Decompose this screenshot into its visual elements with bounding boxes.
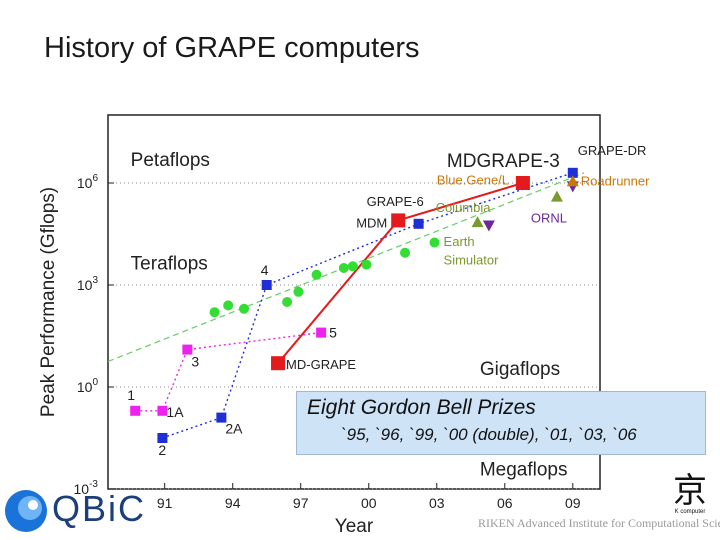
- qbic-logo-text: QBiC: [52, 488, 147, 529]
- data-point: [311, 269, 322, 280]
- data-point: [413, 218, 424, 229]
- data-point: [347, 261, 358, 272]
- point-label: GRAPE-6: [367, 194, 424, 209]
- data-point: [216, 412, 227, 423]
- region-label: Gigaflops: [480, 359, 560, 380]
- point-label: 4: [261, 262, 269, 278]
- point-label: 2: [158, 442, 166, 458]
- data-point: [261, 280, 272, 290]
- data-point: [471, 216, 484, 228]
- annotation-label: Simulator: [444, 253, 500, 268]
- prize-years: `95, `96, `99, `00 (double), `01, `03, `…: [341, 425, 637, 444]
- point-label: 3: [191, 354, 199, 370]
- data-point: [157, 405, 168, 416]
- x-tick-label: 09: [565, 495, 581, 511]
- data-point: [338, 263, 349, 273]
- data-point: [566, 175, 579, 187]
- data-point: [482, 220, 495, 232]
- data-point: [361, 259, 372, 270]
- data-point: [515, 176, 530, 190]
- data-point: [209, 307, 220, 318]
- prize-callout: Eight Gordon Bell Prizes `95, `96, `99, …: [296, 391, 706, 455]
- point-label: ORNL: [531, 211, 567, 226]
- point-label: 1A: [166, 404, 184, 420]
- data-point: [271, 356, 286, 371]
- x-tick-label: 03: [429, 495, 445, 511]
- slide-title: History of GRAPE computers: [44, 32, 420, 64]
- k-computer-kanji: 京: [673, 471, 707, 511]
- x-tick-label: 91: [157, 495, 173, 511]
- data-point: [316, 327, 327, 338]
- point-label: MDGRAPE-3: [447, 151, 560, 172]
- series-line: [135, 331, 322, 412]
- y-axis-label: Peak Performance (Gflops): [38, 187, 59, 417]
- data-point: [293, 286, 304, 297]
- k-computer-logo: 京 K computer: [673, 471, 707, 515]
- x-tick-label: 00: [361, 495, 377, 511]
- footer-text: RIKEN Advanced Institute for Computation…: [478, 516, 720, 530]
- point-label: 2A: [225, 421, 243, 437]
- point-label: MDM: [356, 215, 387, 230]
- annotation-label: Blue.Gene/L: [437, 173, 509, 188]
- data-point: [400, 247, 411, 258]
- data-point: [157, 433, 168, 443]
- x-axis-label: Year: [335, 516, 374, 537]
- point-label: Columbia: [436, 200, 492, 215]
- data-point: [130, 405, 141, 416]
- y-tick-label: 103: [77, 275, 99, 293]
- region-label: Megaflops: [480, 459, 568, 480]
- annotation-label: Earth: [444, 234, 475, 249]
- region-label: Teraflops: [131, 254, 208, 275]
- data-point: [391, 213, 406, 228]
- series-line: [162, 172, 574, 439]
- data-point: [239, 303, 250, 314]
- plot-frame: [107, 114, 601, 490]
- x-tick-label: 97: [293, 495, 309, 511]
- x-tick-label: 94: [225, 495, 241, 511]
- point-label: 5: [329, 325, 337, 341]
- trend-line: [107, 172, 585, 363]
- k-computer-caption: K computer: [675, 509, 706, 515]
- data-point: [282, 297, 293, 307]
- y-tick-label: 100: [77, 377, 99, 395]
- point-label: 1: [127, 387, 135, 403]
- data-point: [182, 344, 193, 355]
- x-tick-label: 06: [497, 495, 513, 511]
- region-label: Petaflops: [131, 150, 210, 171]
- point-label: Roadrunner: [581, 173, 650, 188]
- data-point: [429, 237, 440, 248]
- qbic-logo: QBiC: [4, 488, 154, 536]
- point-label: GRAPE-DR: [578, 143, 647, 158]
- y-tick-label: 10-3: [74, 479, 99, 497]
- data-point: [567, 167, 578, 178]
- prize-title: Eight Gordon Bell Prizes: [307, 396, 536, 419]
- qbic-logo-icon: [5, 490, 47, 532]
- data-point: [223, 300, 234, 311]
- data-point: [550, 190, 563, 202]
- point-label: MD-GRAPE: [286, 357, 356, 372]
- y-tick-label: 106: [77, 173, 99, 191]
